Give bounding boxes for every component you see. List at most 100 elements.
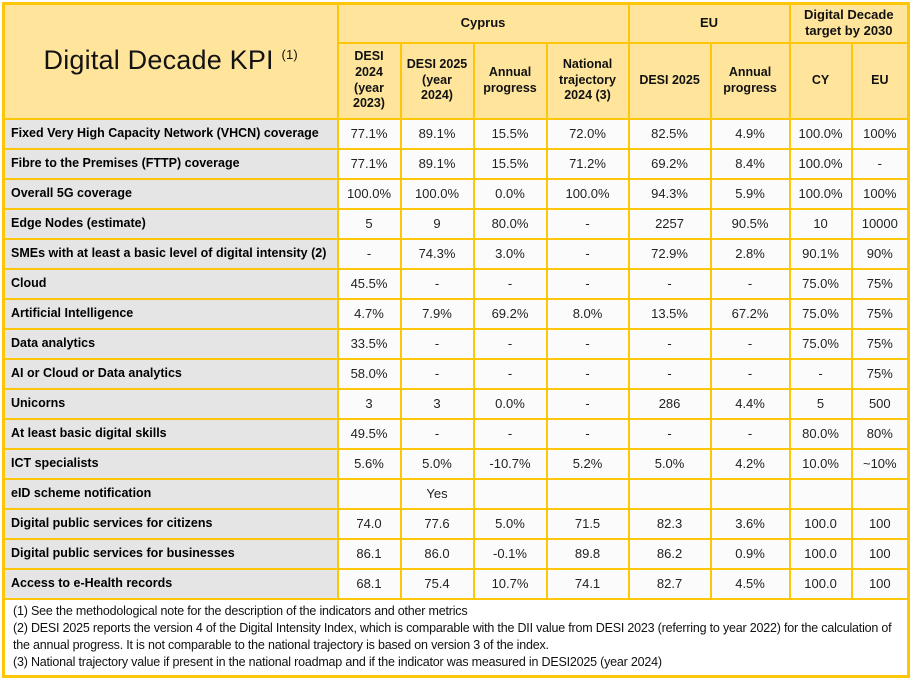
column-header-desi-2024: DESI 2024 (year 2023) [336, 41, 402, 120]
cell-value [472, 477, 548, 510]
cell-value: -0.1% [472, 537, 548, 570]
row-label: At least basic digital skills [2, 417, 339, 450]
cell-value: - [627, 267, 712, 300]
cell-value: 45.5% [336, 267, 402, 300]
cell-value: - [472, 327, 548, 360]
cell-value: 80.0% [472, 207, 548, 240]
column-group-target-2030: Digital Decade target by 2030 [788, 2, 910, 44]
cell-value: 67.2% [709, 297, 791, 330]
cell-value: 100 [850, 567, 910, 600]
row-label: Overall 5G coverage [2, 177, 339, 210]
cell-value: 100.0% [336, 177, 402, 210]
cell-value: 100.0 [788, 567, 853, 600]
cell-value: - [472, 417, 548, 450]
table-title-footnote-ref: (1) [281, 47, 298, 63]
cell-value: - [709, 417, 791, 450]
cell-value: 75.0% [788, 297, 853, 330]
table-row: Access to e-Health records 68.1 75.4 10.7% 7… [2, 567, 910, 600]
cell-value: 3 [399, 387, 475, 420]
cell-value: 500 [850, 387, 910, 420]
row-label: eID scheme notification [2, 477, 339, 510]
cell-value [850, 477, 910, 510]
footnote: (1) See the methodological note for the … [13, 603, 468, 618]
cell-value: 4.9% [709, 117, 791, 150]
cell-value: 75% [850, 297, 910, 330]
cell-value: 71.2% [545, 147, 630, 180]
table-row: Data analytics 33.5% - - - - -75.0% 75% [2, 327, 910, 360]
cell-value: ~10% [850, 447, 910, 480]
footnote: (2) DESI 2025 reports the version 4 of t… [13, 620, 892, 652]
cell-value: 3.0% [472, 237, 548, 270]
cell-value [788, 477, 853, 510]
cell-value: 100.0% [788, 177, 853, 210]
cell-value: 0.9% [709, 537, 791, 570]
cell-value: 4.2% [709, 447, 791, 480]
cell-value: Yes [399, 477, 475, 510]
cell-value: - [545, 327, 630, 360]
cell-value: 5 [788, 387, 853, 420]
table-title-text: Digital Decade KPI [43, 45, 274, 76]
cell-value: 86.0 [399, 537, 475, 570]
row-label: Fixed Very High Capacity Network (VHCN) … [2, 117, 339, 150]
cell-value: 68.1 [336, 567, 402, 600]
cell-value: - [545, 207, 630, 240]
cell-value: 74.1 [545, 567, 630, 600]
cell-value: 90.1% [788, 237, 853, 270]
cell-value: 100.0 [788, 537, 853, 570]
cell-value: 80.0% [788, 417, 853, 450]
cell-value: 0.0% [472, 387, 548, 420]
cell-value: 5.9% [709, 177, 791, 210]
table-row: Artificial Intelligence 4.7% 7.9% 69.2% 8.0%… [2, 297, 910, 330]
cell-value: 15.5% [472, 147, 548, 180]
cell-value: 75% [850, 267, 910, 300]
column-group-cyprus: Cyprus [336, 2, 630, 44]
cell-value: 5.0% [627, 447, 712, 480]
row-label: ICT specialists [2, 447, 339, 480]
cell-value: 86.1 [336, 537, 402, 570]
cell-value: 100% [850, 117, 910, 150]
cell-value: 82.3 [627, 507, 712, 540]
table-row: ICT specialists 5.6% 5.0% -10.7% 5.2% 5.0% 4.2… [2, 447, 910, 480]
cell-value: - [399, 267, 475, 300]
row-label: Data analytics [2, 327, 339, 360]
cell-value: 86.2 [627, 537, 712, 570]
row-label: Unicorns [2, 387, 339, 420]
cell-value: 74.0 [336, 507, 402, 540]
cell-value: - [545, 357, 630, 390]
column-header-target-cy: CY [788, 41, 853, 120]
row-label: AI or Cloud or Data analytics [2, 357, 339, 390]
cell-value: 100.0% [545, 177, 630, 210]
cell-value: 10.0% [788, 447, 853, 480]
kpi-table-body: Fixed Very High Capacity Network (VHCN) … [2, 117, 910, 600]
row-label: SMEs with at least a basic level of digi… [2, 237, 339, 270]
cell-value: - [545, 417, 630, 450]
cell-value: 72.0% [545, 117, 630, 150]
cell-value: 75% [850, 357, 910, 390]
row-label: Cloud [2, 267, 339, 300]
cell-value: - [627, 327, 712, 360]
cell-value: 10000 [850, 207, 910, 240]
cell-value: - [545, 387, 630, 420]
cell-value: 71.5 [545, 507, 630, 540]
footnotes-block: (1) See the methodological note for the … [2, 597, 910, 677]
table-row: Digital public services for citizens 74.0… [2, 507, 910, 540]
cell-value: 90.5% [709, 207, 791, 240]
cell-value: 100.0% [399, 177, 475, 210]
cell-value: 4.7% [336, 297, 402, 330]
row-label: Access to e-Health records [2, 567, 339, 600]
cell-value: 4.4% [709, 387, 791, 420]
cell-value: 89.8 [545, 537, 630, 570]
column-header-national-trajectory: National trajectory 2024 (3) [545, 41, 630, 120]
cell-value: 75.0% [788, 267, 853, 300]
cell-value [336, 477, 402, 510]
cell-value: 0.0% [472, 177, 548, 210]
cell-value: 58.0% [336, 357, 402, 390]
cell-value: 89.1% [399, 117, 475, 150]
cell-value: -10.7% [472, 447, 548, 480]
cell-value: 15.5% [472, 117, 548, 150]
table-row: SMEs with at least a basic level of digi… [2, 237, 910, 270]
cell-value: - [472, 267, 548, 300]
table-row: At least basic digital skills 49.5% - - - - -8… [2, 417, 910, 450]
row-label: Artificial Intelligence [2, 297, 339, 330]
